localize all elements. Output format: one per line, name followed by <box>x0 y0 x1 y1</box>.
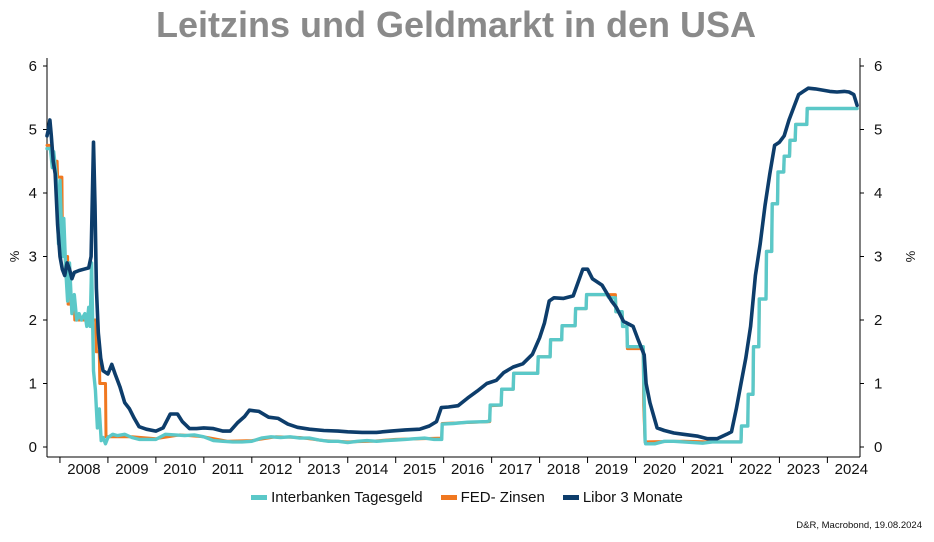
legend-swatch-interbanken <box>251 495 268 500</box>
source-note: D&R, Macrobond, 19.08.2024 <box>796 520 922 531</box>
legend-label-libor: Libor 3 Monate <box>582 489 683 506</box>
x-tick-label: 2017 <box>499 461 532 478</box>
x-tick-label: 2023 <box>787 461 820 478</box>
x-tick-label: 2021 <box>691 461 724 478</box>
chart-legend: Interbanken Tagesgeld FED- Zinsen Libor … <box>0 489 934 506</box>
y-tick-label-left: 0 <box>29 439 37 456</box>
legend-label-interbanken: Interbanken Tagesgeld <box>271 489 423 506</box>
y-tick-label-left: 6 <box>29 58 37 75</box>
y-tick-label-right: 1 <box>874 376 882 393</box>
chart-title: Leitzins und Geldmarkt in den USA <box>155 4 757 45</box>
legend-item-interbanken: Interbanken Tagesgeld <box>251 489 423 506</box>
y-axis-title-right: % <box>903 251 918 263</box>
x-tick-label: 2012 <box>259 461 292 478</box>
x-tick-label: 2011 <box>212 461 244 478</box>
x-tick-label: 2018 <box>547 461 580 478</box>
y-tick-label-left: 4 <box>29 185 37 202</box>
x-tick-label: 2014 <box>355 461 388 478</box>
y-tick-label-right: 6 <box>874 58 882 75</box>
legend-item-fed: FED- Zinsen <box>440 489 545 506</box>
legend-label-fed: FED- Zinsen <box>460 489 545 506</box>
x-tick-label: 2016 <box>451 461 484 478</box>
y-tick-label-right: 5 <box>874 122 882 139</box>
x-tick-label: 2024 <box>835 461 868 478</box>
y-tick-label-right: 3 <box>874 249 882 266</box>
x-tick-label: 2013 <box>307 461 340 478</box>
y-tick-label-left: 5 <box>29 122 37 139</box>
y-tick-label-left: 3 <box>29 249 37 266</box>
y-tick-label-right: 0 <box>874 439 882 456</box>
x-tick-label: 2015 <box>403 461 436 478</box>
y-tick-label-right: 4 <box>874 185 882 202</box>
y-tick-label-left: 2 <box>29 312 37 329</box>
x-tick-label: 2020 <box>643 461 676 478</box>
y-axis-title-left: % <box>7 250 22 262</box>
series-line-interbanken <box>45 106 859 446</box>
x-tick-label: 2010 <box>163 461 196 478</box>
y-tick-label-left: 1 <box>29 376 37 393</box>
legend-swatch-fed <box>440 495 457 500</box>
x-tick-label: 2008 <box>67 461 100 478</box>
series-line-libor <box>45 86 859 441</box>
legend-item-libor: Libor 3 Monate <box>562 489 683 506</box>
series-line-fed <box>45 107 859 444</box>
x-tick-label: 2022 <box>739 461 772 478</box>
y-tick-label-right: 2 <box>874 312 882 329</box>
x-tick-label: 2019 <box>595 461 628 478</box>
legend-swatch-libor <box>562 495 579 500</box>
x-tick-label: 2009 <box>115 461 148 478</box>
